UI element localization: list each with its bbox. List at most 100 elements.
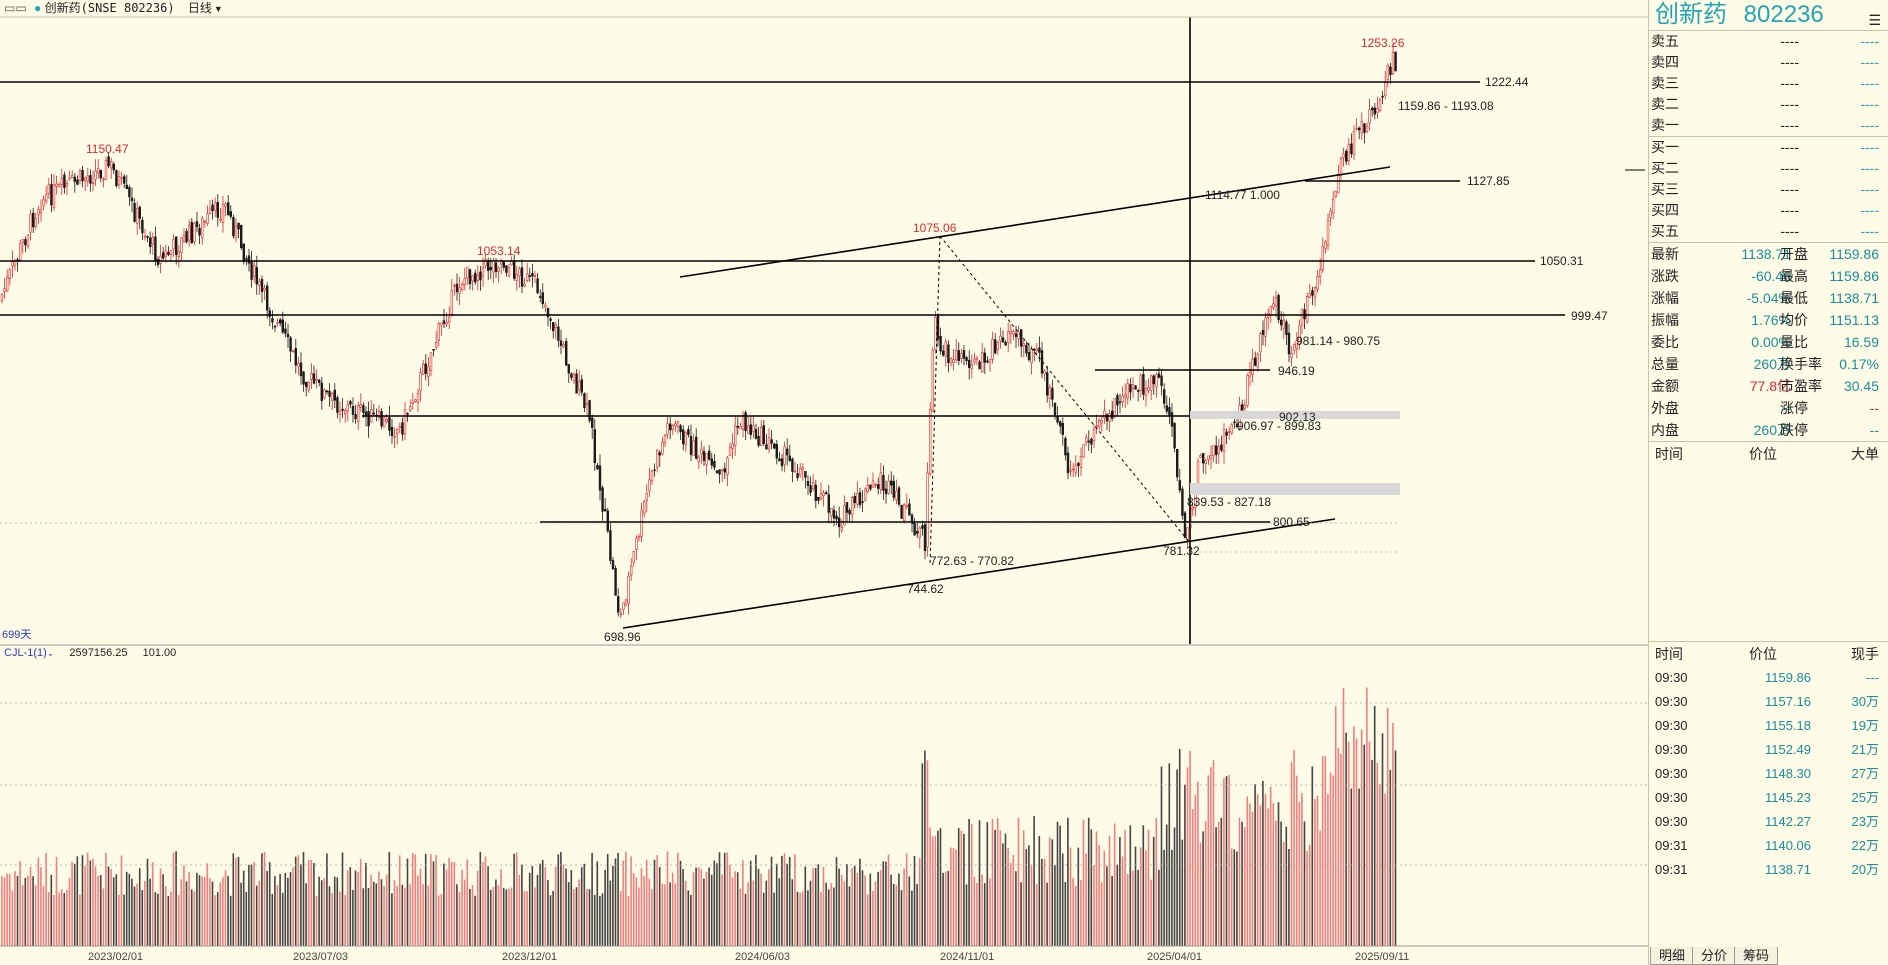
ann-1127: 1127.85 xyxy=(1467,174,1510,188)
ann-999: 999.47 xyxy=(1571,309,1608,323)
tick-price: 1152.49 xyxy=(1764,742,1811,757)
tab-0[interactable]: 明细 xyxy=(1650,947,1695,965)
quote-label: 振幅 xyxy=(1651,312,1679,328)
orderbook-volume: ---- xyxy=(1860,139,1879,155)
orderbook-row: 卖四 ---- ---- xyxy=(1649,52,1888,73)
tick-price: 1148.30 xyxy=(1764,766,1811,781)
indicator-bar: CJL-1(1)⌄ 2597156.25 101.00 xyxy=(4,647,176,659)
orderbook-label: 卖二 xyxy=(1651,96,1679,112)
orderbook-price: ---- xyxy=(1780,96,1799,112)
quote-value: 1159.86 xyxy=(1829,268,1879,284)
orderbook-volume: ---- xyxy=(1860,202,1879,218)
ann-800: 800.65 xyxy=(1273,515,1310,529)
trend-lower xyxy=(622,518,1336,629)
x-axis-label: 2024/11/01 xyxy=(940,951,994,963)
orderbook-label: 卖一 xyxy=(1651,117,1679,133)
tick-volume: 27万 xyxy=(1851,766,1879,781)
stock-title: 创新药 802236 ☰ xyxy=(1649,0,1888,30)
quote-value: 0.17% xyxy=(1839,356,1879,372)
x-axis-label: 2025/04/01 xyxy=(1147,951,1202,963)
x-axis-labels: 2023/02/01 2023/07/03 2023/12/01 2024/06/03… xyxy=(88,951,1409,963)
tick-price: 1142.27 xyxy=(1764,814,1811,829)
tick-time: 09:30 xyxy=(1655,670,1688,685)
tick-row: 09:30 1152.49 21万 xyxy=(1649,738,1888,762)
quote-row: 外盘 -- 涨停 -- xyxy=(1649,397,1888,419)
quote-label: 均价 xyxy=(1780,312,1808,328)
tick-volume: 20万 xyxy=(1851,862,1879,877)
annotation-labels: 1222.44 1159.86 - 1193.08 1127.85 1114.7… xyxy=(930,75,1608,568)
low-labels: 698.96 744.62 781.32 xyxy=(604,544,1200,644)
quote-label: 市盈率 xyxy=(1780,378,1822,394)
ann-1050: 1050.31 xyxy=(1540,254,1584,268)
ann-902: 902.13 xyxy=(1279,410,1316,424)
gray-zones xyxy=(1190,411,1400,495)
tick-price: 1138.71 xyxy=(1764,862,1811,877)
label-high-1150: 1150.47 xyxy=(86,142,129,156)
quote-label: 内盘 xyxy=(1651,422,1679,438)
indicator-name[interactable]: CJL-1(1) xyxy=(4,647,47,659)
order-book: 卖五 ---- ---- 卖四 ---- ---- 卖三 ---- ---- 卖二 ---- ----… xyxy=(1649,31,1888,242)
quote-label: 最低 xyxy=(1780,290,1808,306)
x-axis-label: 2023/12/01 xyxy=(502,951,557,963)
label-low-781: 781.32 xyxy=(1163,544,1200,558)
x-axis-label: 2023/02/01 xyxy=(88,951,143,963)
quote-label: 金额 xyxy=(1651,378,1679,394)
x-axis-label: 2024/06/03 xyxy=(735,951,790,963)
quote-label: 换手率 xyxy=(1780,356,1822,372)
grid xyxy=(0,522,1648,866)
tick-header: 时间 价位 现手 xyxy=(1655,646,1879,662)
zone-839 xyxy=(1190,483,1400,495)
kline-chart-area[interactable]: 1150.47 1053.14 1075.06 1253.26 698.96 7… xyxy=(0,0,1648,965)
tick-price: 1140.06 xyxy=(1764,838,1811,853)
orderbook-volume: ---- xyxy=(1860,181,1879,197)
orderbook-volume: ---- xyxy=(1860,96,1879,112)
tick-row: 09:30 1159.86 --- xyxy=(1649,666,1888,690)
quote-value: 30.45 xyxy=(1843,378,1879,394)
label-high-1075: 1075.06 xyxy=(913,221,957,235)
quote-row: 委比 0.00% 量比 16.59 xyxy=(1649,331,1888,353)
quote-row: 振幅 1.76% 均价 1151.13 xyxy=(1649,309,1888,331)
trend-upper xyxy=(679,166,1391,278)
tick-time: 09:30 xyxy=(1655,694,1688,709)
chevron-down-icon[interactable]: ⌄ xyxy=(46,648,55,658)
orderbook-price: ---- xyxy=(1780,160,1799,176)
quote-value: -- xyxy=(1781,400,1791,416)
tab-1[interactable]: 分价 xyxy=(1692,947,1737,965)
tick-row: 09:30 1142.27 23万 xyxy=(1649,810,1888,834)
quote-value: -60.46 xyxy=(1751,268,1791,284)
quote-value: 16.59 xyxy=(1843,334,1879,350)
orderbook-volume: ---- xyxy=(1860,33,1879,49)
tick-time: 09:30 xyxy=(1655,814,1688,829)
tick-price: 1159.86 xyxy=(1764,670,1811,685)
tick-row: 09:30 1157.16 30万 xyxy=(1649,690,1888,714)
x-axis-label: 2023/07/03 xyxy=(293,951,348,963)
period-selector[interactable]: 日线 ▼ xyxy=(188,0,223,18)
tick-row: 09:30 1145.23 25万 xyxy=(1649,786,1888,810)
quote-value: 260万 xyxy=(1753,422,1791,438)
orderbook-price: ---- xyxy=(1780,75,1799,91)
menu-icon[interactable]: ☰ xyxy=(1868,12,1881,28)
kline-chart[interactable]: 1150.47 1053.14 1075.06 1253.26 698.96 7… xyxy=(0,0,1648,965)
tick-time: 09:30 xyxy=(1655,766,1688,781)
drawing-lines xyxy=(0,17,1645,644)
quote-value: 260万 xyxy=(1753,356,1791,372)
quote-label: 外盘 xyxy=(1651,400,1679,416)
quote-value: -5.04% xyxy=(1746,290,1791,306)
orderbook-label: 卖五 xyxy=(1651,33,1679,49)
orderbook-label: 买五 xyxy=(1651,223,1679,239)
quote-label: 开盘 xyxy=(1780,246,1808,262)
layout-icon[interactable]: ▭▭ xyxy=(4,1,27,15)
tick-volume: 19万 xyxy=(1851,718,1879,733)
quote-row: 内盘 260万 跌停 -- xyxy=(1649,419,1888,441)
orderbook-label: 买一 xyxy=(1651,139,1679,155)
tab-2[interactable]: 筹码 xyxy=(1734,947,1779,965)
orderbook-price: ---- xyxy=(1780,54,1799,70)
quote-value: 77.8亿 xyxy=(1749,378,1791,394)
ann-range2: 981.14 - 980.75 xyxy=(1296,334,1380,348)
tick-volume: 23万 xyxy=(1851,814,1879,829)
tick-list: 09:30 1159.86 --- 09:30 1157.16 30万 09:30 1155.… xyxy=(1649,666,1888,882)
quote-row: 涨跌 -60.46 最高 1159.86 xyxy=(1649,265,1888,287)
orderbook-volume: ---- xyxy=(1860,117,1879,133)
orderbook-price: ---- xyxy=(1780,202,1799,218)
ann-trend: 1114.77 1.000 xyxy=(1205,188,1280,202)
